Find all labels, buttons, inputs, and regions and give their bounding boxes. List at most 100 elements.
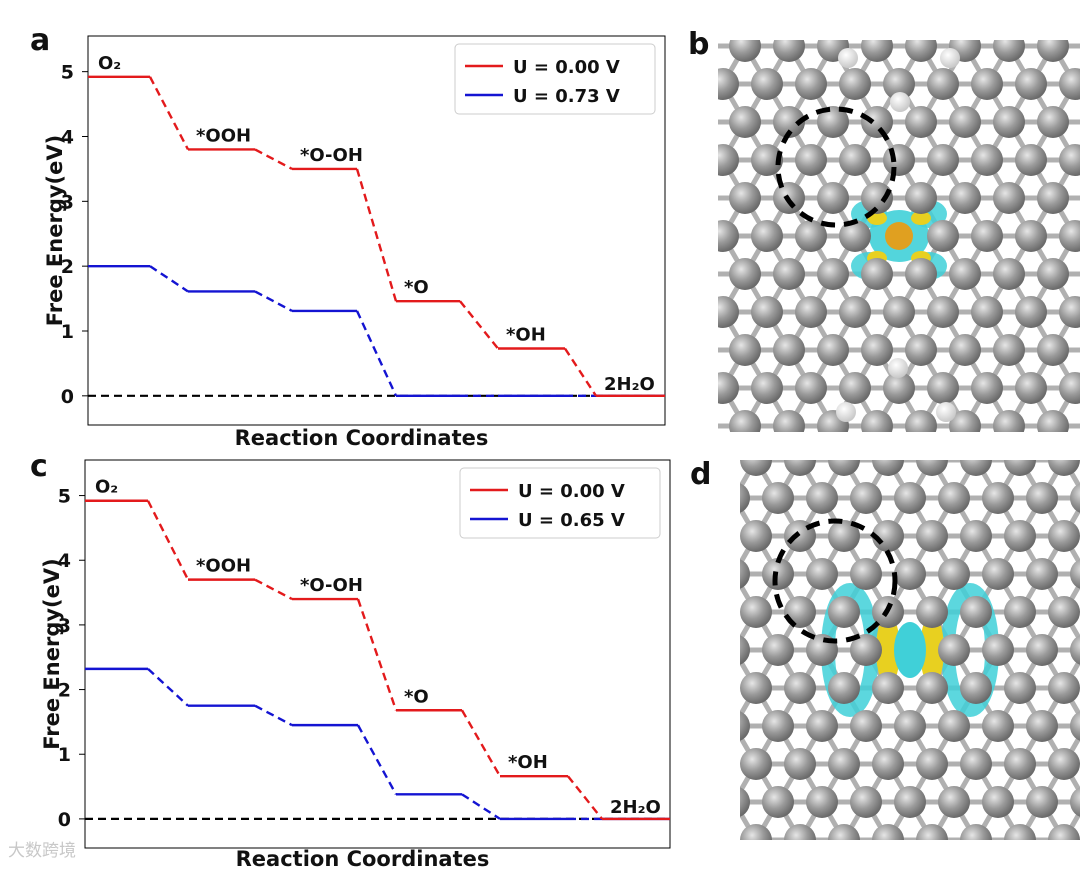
highlight-circle [772, 518, 898, 644]
carbon-atom [762, 482, 794, 514]
carbon-atom [927, 372, 959, 404]
carbon-atom [1026, 558, 1058, 590]
carbon-atom [718, 68, 739, 100]
panel-letter-b: b [688, 27, 709, 62]
hydrogen-atom [888, 358, 908, 378]
carbon-atom [718, 372, 739, 404]
series-blue [88, 264, 665, 398]
carbon-atom [850, 558, 882, 590]
carbon-atom [784, 672, 816, 704]
legend-entry: U = 0.00 V [513, 57, 620, 78]
carbon-atom [993, 258, 1025, 290]
carbon-atom [938, 558, 970, 590]
transition-connector [149, 265, 189, 293]
carbon-atom [927, 144, 959, 176]
carbon-atom [839, 68, 871, 100]
carbon-atom [883, 296, 915, 328]
carbon-atom [817, 258, 849, 290]
carbon-atom [784, 460, 816, 476]
carbon-atom [1048, 748, 1080, 780]
state-label: *O-OH [300, 145, 363, 166]
carbon-atom [1070, 635, 1080, 665]
transition-connector [567, 775, 603, 820]
state-label: *OH [506, 324, 546, 345]
carbon-atom [1026, 482, 1058, 514]
carbon-atom [729, 334, 761, 366]
carbon-atom [784, 748, 816, 780]
carbon-atom [960, 748, 992, 780]
transition-connector [563, 347, 598, 397]
carbon-atom [740, 748, 772, 780]
carbon-atom [1037, 334, 1069, 366]
carbon-atom [685, 334, 717, 366]
carbon-atom [729, 182, 761, 214]
carbon-atom [740, 824, 772, 840]
carbon-atom [850, 634, 882, 666]
carbon-atom [927, 296, 959, 328]
carbon-atom [861, 258, 893, 290]
carbon-atom [960, 596, 992, 628]
transition-connector [461, 793, 501, 820]
carbon-atom [938, 786, 970, 818]
carbon-atom [795, 296, 827, 328]
legend-entry: U = 0.73 V [513, 86, 620, 107]
carbon-atom [751, 220, 783, 252]
carbon-atom [883, 68, 915, 100]
carbon-atom [993, 182, 1025, 214]
carbon-atom [828, 672, 860, 704]
structure-image-b [685, 40, 1080, 442]
charge-density-yellow [911, 211, 931, 225]
y-tick-label: 3 [61, 191, 74, 213]
carbon-atom [872, 748, 904, 780]
carbon-atom [806, 558, 838, 590]
carbon-atom [993, 334, 1025, 366]
carbon-atom [916, 748, 948, 780]
carbon-atom [905, 258, 937, 290]
carbon-atom [795, 68, 827, 100]
carbon-atom [894, 710, 926, 742]
legend: U = 0.00 V U = 0.65 V [459, 467, 661, 539]
carbon-atom [905, 334, 937, 366]
charge-density-yellow [876, 614, 900, 686]
carbon-atom [1059, 372, 1080, 404]
carbon-atom [740, 672, 772, 704]
carbon-atom [916, 520, 948, 552]
carbon-atom [740, 460, 772, 476]
carbon-atom [883, 144, 915, 176]
carbon-atom [872, 460, 904, 476]
carbon-atom [1059, 220, 1080, 252]
carbon-atom [806, 482, 838, 514]
carbon-atom [971, 220, 1003, 252]
carbon-atom [960, 460, 992, 476]
carbon-atom [850, 710, 882, 742]
carbon-atom [1015, 220, 1047, 252]
carbon-atom [1004, 596, 1036, 628]
carbon-atom [1015, 372, 1047, 404]
transition-connector [254, 704, 293, 727]
state-label: 2H₂O [604, 374, 655, 395]
carbon-atom [949, 106, 981, 138]
carbon-atom [751, 296, 783, 328]
carbon-atom [685, 410, 717, 442]
carbon-atom [773, 106, 805, 138]
carbon-atom [1004, 520, 1036, 552]
state-label: *O-OH [300, 575, 363, 596]
carbon-atom [773, 40, 805, 62]
carbon-atom [993, 40, 1025, 62]
carbon-atom [740, 596, 772, 628]
y-tick-label: 0 [61, 386, 74, 408]
carbon-atom [828, 520, 860, 552]
carbon-atom [817, 334, 849, 366]
carbon-atom [751, 372, 783, 404]
carbon-atom [971, 296, 1003, 328]
carbon-atom [685, 258, 717, 290]
state-label: *O [404, 277, 429, 298]
carbon-atom [784, 824, 816, 840]
panel-letter-d: d [690, 457, 711, 492]
highlight-circle [775, 106, 897, 228]
carbon-atom [740, 711, 750, 741]
carbon-atom [949, 258, 981, 290]
transition-connector [146, 500, 190, 581]
transition-connector [356, 724, 398, 795]
carbon-atom [729, 258, 761, 290]
